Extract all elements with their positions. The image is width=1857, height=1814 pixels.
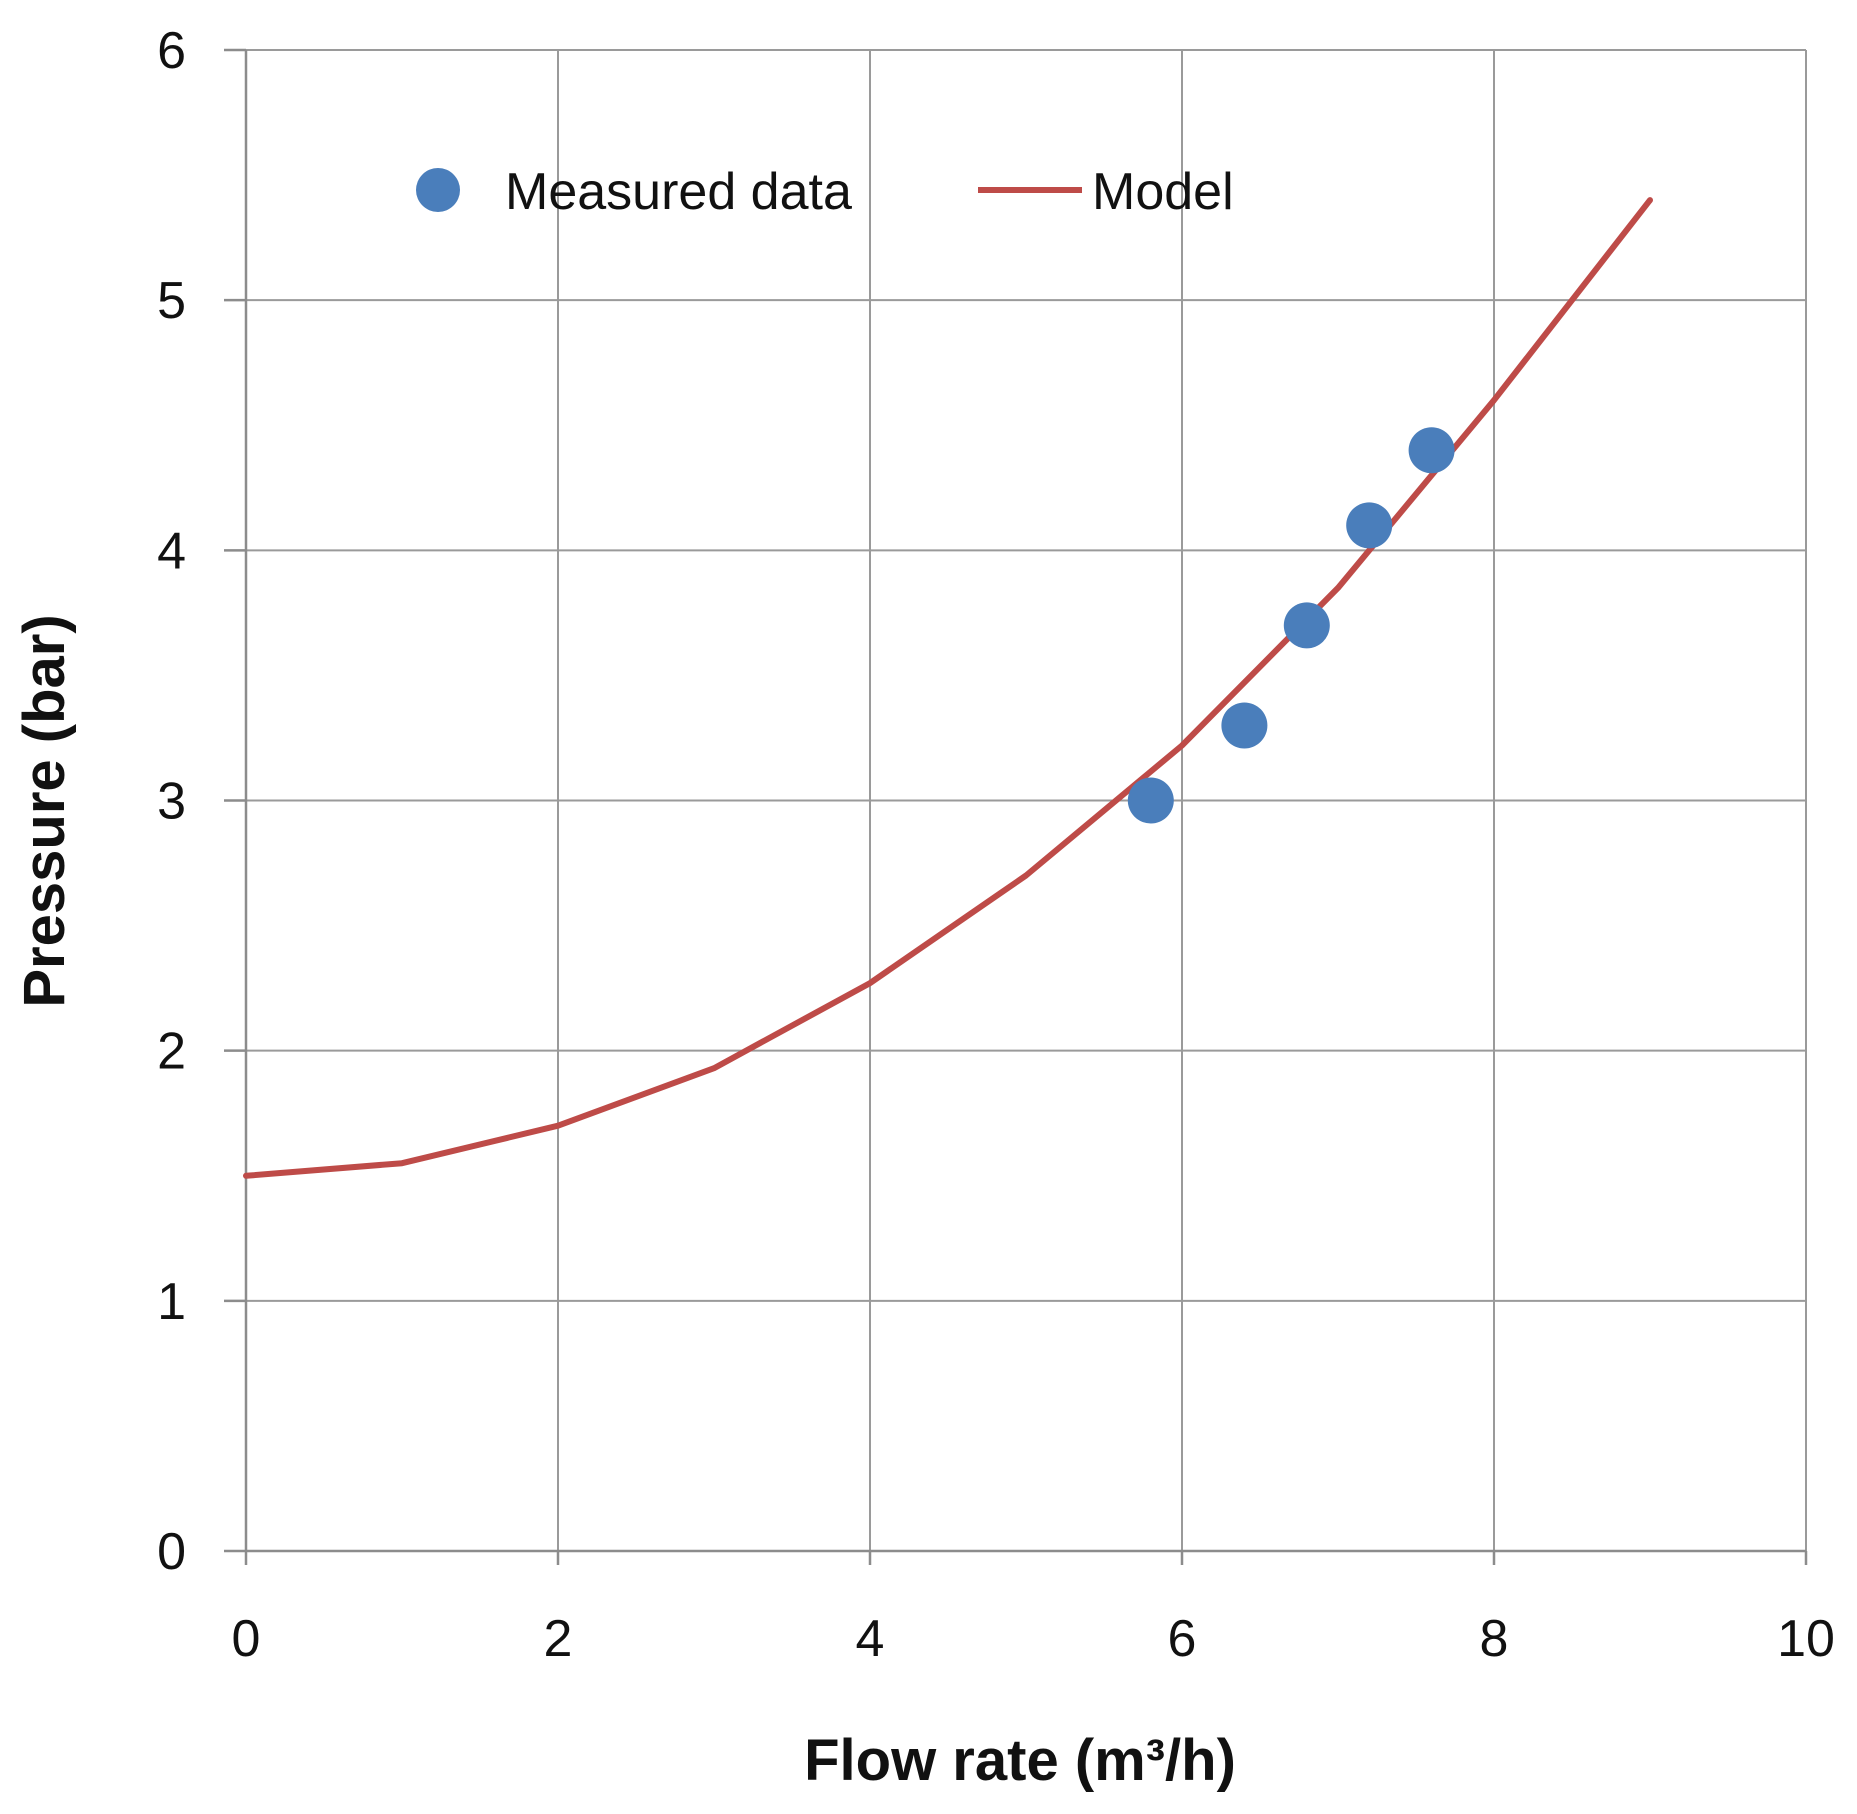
x-tick-label: 0 [232, 1610, 261, 1668]
x-tick-label: 10 [1777, 1610, 1835, 1668]
x-tick-label: 6 [1168, 1610, 1197, 1668]
x-axis-title: Flow rate (m³/h) [804, 1728, 1236, 1793]
legend-label-model: Model [1092, 163, 1234, 221]
grid [246, 49, 1807, 1551]
legend-marker-measured [416, 168, 460, 212]
measured-data-point [1221, 702, 1268, 749]
legend: Measured data Model [416, 163, 1234, 221]
y-tick-label: 4 [157, 522, 186, 580]
model-line [243, 197, 1653, 1179]
measured-data-point [1127, 777, 1174, 824]
y-tick-label: 3 [157, 773, 186, 831]
measured-data-point [1346, 502, 1393, 549]
y-axis-title: Pressure (bar) [12, 614, 77, 1007]
y-tick-label: 1 [157, 1273, 186, 1331]
legend-label-measured: Measured data [505, 163, 852, 221]
x-tick-label: 2 [544, 1610, 573, 1668]
measured-data-point [1283, 602, 1330, 649]
y-tick-label: 2 [157, 1023, 186, 1081]
tick-labels: 0 2 4 6 8 10 0 1 2 3 4 5 6 [157, 22, 1835, 1668]
y-tick-label: 6 [157, 22, 186, 80]
axes [224, 48, 1808, 1565]
y-tick-label: 5 [157, 272, 186, 330]
x-tick-label: 4 [856, 1610, 885, 1668]
x-tick-label: 8 [1480, 1610, 1509, 1668]
measured-data-point [1408, 427, 1455, 474]
y-tick-label: 0 [157, 1523, 186, 1581]
series [243, 197, 1653, 1179]
